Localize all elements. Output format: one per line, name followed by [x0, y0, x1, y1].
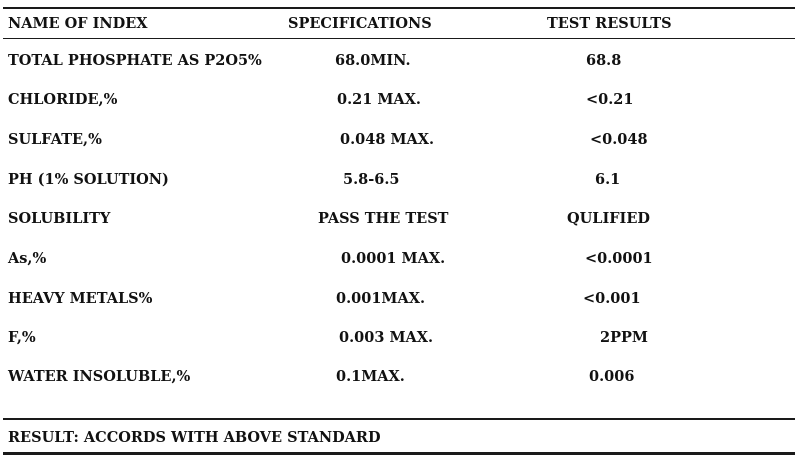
row-9-spec: 0.1MAX. [336, 368, 405, 385]
table-top-rule [3, 7, 795, 9]
row-3-spec: 0.048 MAX. [340, 131, 435, 148]
row-3-result: <0.048 [590, 131, 648, 148]
header-name-of-index: NAME OF INDEX [8, 15, 148, 32]
row-2-spec: 0.21 MAX. [337, 91, 421, 108]
row-4-result: 6.1 [595, 171, 621, 188]
row-9-result: 0.006 [589, 368, 635, 385]
row-2-result: <0.21 [586, 91, 634, 108]
row-9-name: WATER INSOLUBLE,% [8, 368, 191, 385]
header-specifications: SPECIFICATIONS [288, 15, 432, 32]
row-7-result: <0.001 [583, 290, 641, 307]
row-5-result: QULIFIED [567, 210, 650, 227]
row-1-result: 68.8 [586, 52, 622, 69]
row-7-spec: 0.001MAX. [336, 290, 426, 307]
row-1-spec: 68.0MIN. [335, 52, 411, 69]
row-1-name: TOTAL PHOSPHATE AS P2O5% [8, 52, 262, 69]
row-5-spec: PASS THE TEST [318, 210, 449, 227]
row-6-name: As,% [8, 250, 47, 267]
row-2-name: CHLORIDE,% [8, 91, 118, 108]
row-8-spec: 0.003 MAX. [339, 329, 434, 346]
row-4-spec: 5.8-6.5 [343, 171, 400, 188]
footer-bottom-rule [3, 452, 795, 455]
row-8-result: 2PPM [600, 329, 648, 346]
footer-top-rule [3, 418, 795, 420]
row-3-name: SULFATE,% [8, 131, 102, 148]
row-7-name: HEAVY METALS% [8, 290, 153, 307]
header-rule [3, 38, 795, 39]
header-test-results: TEST RESULTS [547, 15, 672, 32]
row-5-name: SOLUBILITY [8, 210, 111, 227]
row-8-name: F,% [8, 329, 36, 346]
row-6-result: <0.0001 [585, 250, 653, 267]
row-6-spec: 0.0001 MAX. [341, 250, 446, 267]
result-statement: RESULT: ACCORDS WITH ABOVE STANDARD [8, 429, 381, 446]
row-4-name: PH (1% SOLUTION) [8, 171, 169, 188]
